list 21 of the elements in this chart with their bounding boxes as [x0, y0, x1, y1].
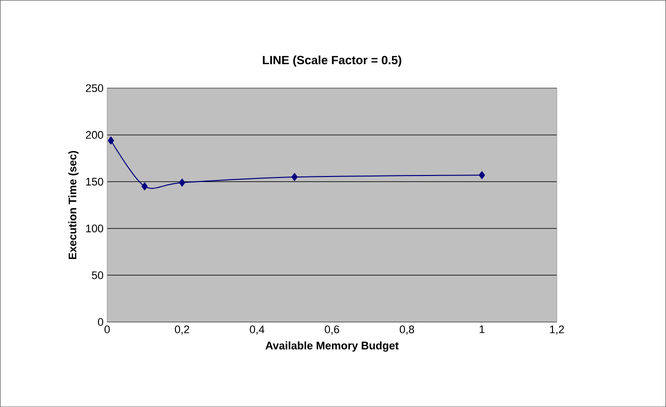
point: [478, 171, 486, 180]
x-tick-label: 1: [480, 325, 484, 333]
point: [142, 182, 148, 190]
chart-title: LINE (Scale Factor = 0.5): [262, 55, 402, 67]
y-tick-label: 100: [86, 224, 104, 232]
point: [108, 136, 114, 144]
x-tick-label: 1,2: [550, 325, 564, 335]
x-tick-label: 0,4: [250, 325, 264, 335]
y-tick-label: 50: [92, 271, 104, 280]
x-tick-label: 0,8: [400, 325, 414, 335]
y-tick-label: 200: [86, 130, 104, 139]
x-tick-label: 0,6: [324, 325, 340, 335]
y-tick-label: 250: [86, 84, 104, 92]
y-tick-label: 150: [86, 178, 104, 186]
x-tick-label: 0,2: [174, 325, 190, 335]
y-axis-title: Execution Time (sec): [68, 150, 79, 259]
y-tick-label: 0: [98, 318, 104, 326]
x-tick-label: 0: [104, 325, 110, 334]
point: [178, 178, 186, 187]
point: [291, 172, 298, 181]
x-axis-title: Available Memory Budget: [266, 341, 399, 352]
